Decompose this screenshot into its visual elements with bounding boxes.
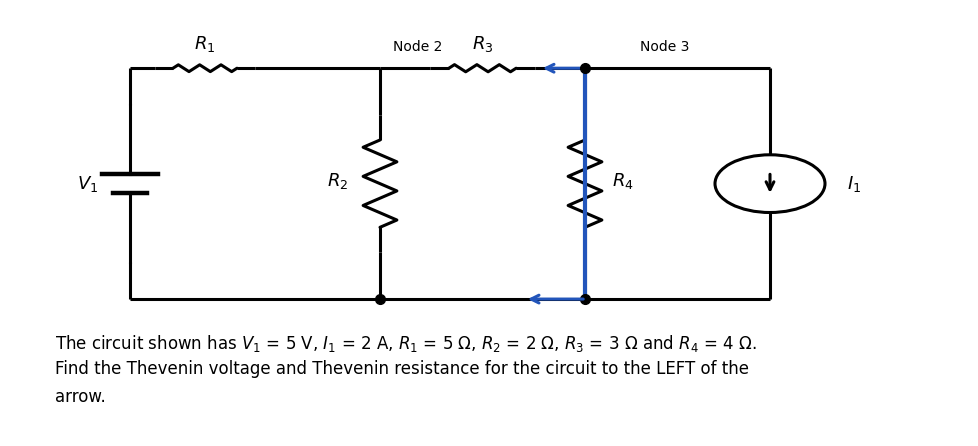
Text: $R_4$: $R_4$	[611, 171, 633, 191]
Text: $R_3$: $R_3$	[471, 33, 493, 54]
Text: Node 3: Node 3	[640, 40, 689, 54]
Text: arrow.: arrow.	[55, 388, 106, 406]
Text: $R_1$: $R_1$	[194, 33, 215, 54]
Text: Node 2: Node 2	[393, 40, 442, 54]
Text: $R_2$: $R_2$	[327, 171, 348, 191]
Text: The circuit shown has $V_1$ = 5 V, $I_1$ = 2 A, $R_1$ = 5 Ω, $R_2$ = 2 Ω, $R_3$ : The circuit shown has $V_1$ = 5 V, $I_1$…	[55, 333, 756, 354]
Text: $I_1$: $I_1$	[846, 173, 861, 194]
Text: Find the Thevenin voltage and Thevenin resistance for the circuit to the LEFT of: Find the Thevenin voltage and Thevenin r…	[55, 360, 748, 379]
Text: $V_1$: $V_1$	[77, 173, 99, 194]
